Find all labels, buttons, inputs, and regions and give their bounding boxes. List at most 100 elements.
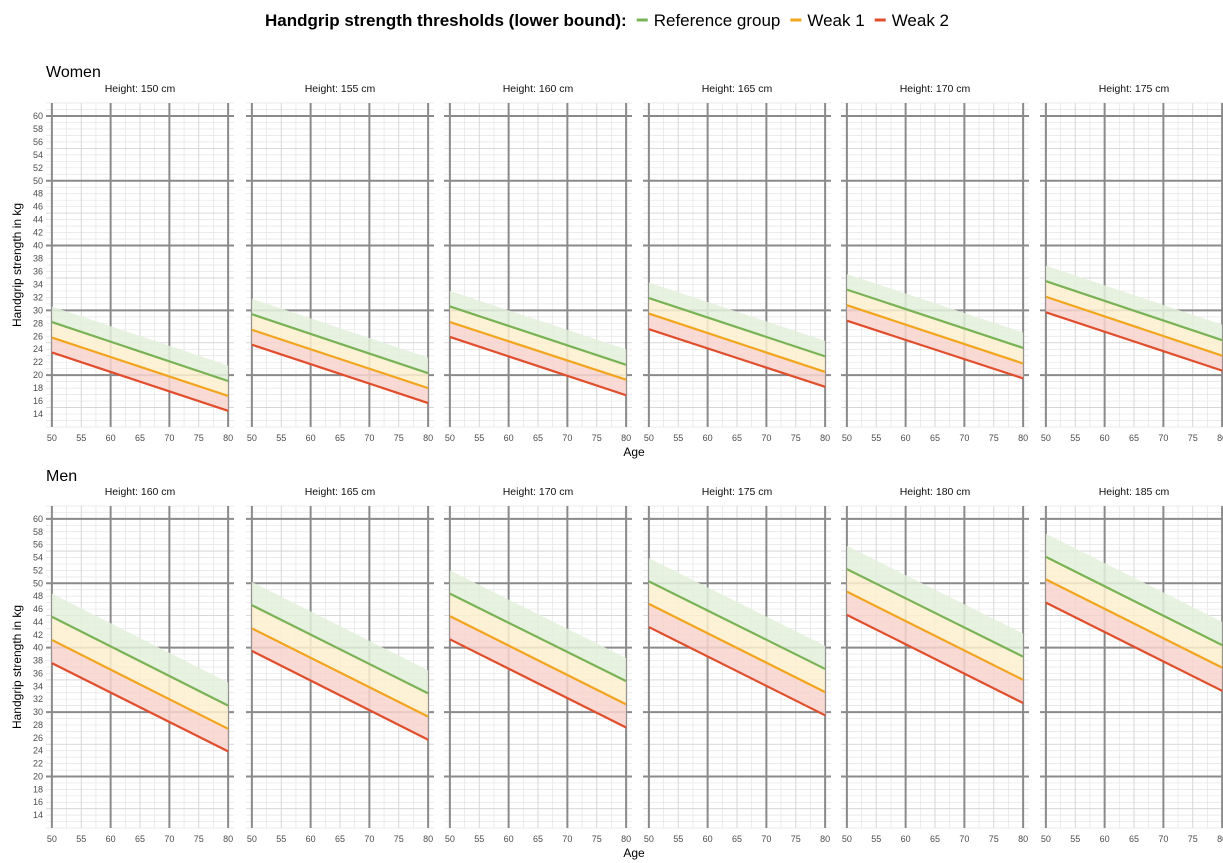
x-tick-label: 80 <box>621 834 631 844</box>
strip-background <box>643 80 831 96</box>
x-tick-label: 80 <box>1018 834 1028 844</box>
y-tick-label: 56 <box>33 540 43 550</box>
x-axis-title: Age <box>623 846 645 860</box>
weak-2-line <box>449 335 627 397</box>
x-tick-label: 75 <box>592 433 602 443</box>
weak-1-line <box>648 602 826 694</box>
x-tick-label: 50 <box>1041 834 1051 844</box>
y-axis-title: Handgrip strength in kg <box>10 203 24 327</box>
weak-1-line <box>251 627 429 718</box>
weak-2-line <box>51 662 229 753</box>
y-tick-label: 42 <box>33 228 43 238</box>
x-tick-label: 65 <box>135 834 145 844</box>
x-tick-label: 80 <box>621 433 631 443</box>
weak1-band <box>449 593 627 705</box>
x-tick-label: 60 <box>703 834 713 844</box>
x-tick-label: 75 <box>989 433 999 443</box>
legend-label-0: Reference group <box>654 11 781 30</box>
facet-row-women: Women Handgrip strength in kg Age 14 16 18 20 2… <box>10 64 1223 459</box>
x-tick-label: 75 <box>791 433 801 443</box>
y-tick-label: 18 <box>33 784 43 794</box>
x-tick-label: 70 <box>959 433 969 443</box>
reference-group-line <box>51 615 229 707</box>
y-tick-label: 58 <box>33 124 43 134</box>
weak-1-line <box>846 304 1024 365</box>
facet-row-men: Men Handgrip strength in kg Age 14 16 18 20 22 2… <box>10 468 1223 860</box>
weak-2-line <box>648 328 826 388</box>
x-tick-label: 60 <box>703 433 713 443</box>
y-tick-label: 60 <box>33 514 43 524</box>
y-tick-label: 24 <box>33 344 43 354</box>
weak-1-line <box>648 312 826 373</box>
y-tick-label: 58 <box>33 527 43 537</box>
x-tick-label: 75 <box>394 433 404 443</box>
y-tick-label: 26 <box>33 331 43 341</box>
y-tick-label: 14 <box>33 810 43 820</box>
x-tick-label: 50 <box>644 433 654 443</box>
y-tick-label: 38 <box>33 254 43 264</box>
weak-1-line <box>1045 295 1223 357</box>
panel-label: Height: 160 cm <box>503 83 574 95</box>
weak2-band <box>846 305 1024 379</box>
x-tick-label: 55 <box>871 433 881 443</box>
y-tick-label: 28 <box>33 720 43 730</box>
x-tick-label: 55 <box>276 834 286 844</box>
weak-1-line <box>51 336 229 397</box>
x-tick-label: 70 <box>562 834 572 844</box>
x-tick-label: 65 <box>732 433 742 443</box>
x-tick-label: 55 <box>76 834 86 844</box>
weak2-band <box>846 591 1024 704</box>
x-tick-label: 75 <box>1188 834 1198 844</box>
legend-label-1: Weak 1 <box>807 11 864 30</box>
weak1-band <box>251 605 429 717</box>
y-tick-label: 26 <box>33 733 43 743</box>
x-tick-label: 60 <box>306 433 316 443</box>
weak1-band <box>648 298 826 372</box>
weak2-band <box>251 329 429 404</box>
weak-2-line <box>251 343 429 405</box>
x-tick-label: 65 <box>930 433 940 443</box>
y-tick-label: 30 <box>33 305 43 315</box>
x-tick-label: 80 <box>223 433 233 443</box>
x-tick-label: 60 <box>901 433 911 443</box>
strip-background <box>46 80 234 96</box>
reference-group-line <box>51 320 229 383</box>
y-tick-label: 44 <box>33 215 43 225</box>
x-tick-label: 50 <box>445 834 455 844</box>
y-tick-label: 18 <box>33 383 43 393</box>
x-tick-label: 80 <box>820 433 830 443</box>
legend-title: Handgrip strength thresholds (lower boun… <box>265 11 627 30</box>
y-tick-label: 16 <box>33 797 43 807</box>
x-tick-label: 65 <box>533 834 543 844</box>
reference-band <box>251 581 429 694</box>
strip-background <box>1040 80 1223 96</box>
x-tick-label: 80 <box>223 834 233 844</box>
panel-label: Height: 180 cm <box>900 486 971 498</box>
reference-group-line <box>251 604 429 695</box>
x-tick-label: 80 <box>423 834 433 844</box>
x-tick-label: 50 <box>842 433 852 443</box>
weak2-band <box>51 639 229 752</box>
x-tick-label: 75 <box>592 834 602 844</box>
strip-background <box>444 483 632 499</box>
x-tick-label: 65 <box>533 433 543 443</box>
y-tick-label: 32 <box>33 292 43 302</box>
panel-label: Height: 170 cm <box>503 486 574 498</box>
weak2-band <box>51 337 229 411</box>
reference-band <box>449 290 627 365</box>
reference-band <box>51 593 229 706</box>
reference-group-line <box>449 592 627 683</box>
reference-group-line <box>449 305 627 366</box>
x-tick-label: 75 <box>194 834 204 844</box>
panel-label: Height: 170 cm <box>900 83 971 95</box>
x-tick-label: 55 <box>1070 433 1080 443</box>
x-tick-label: 70 <box>364 433 374 443</box>
panel-label: Height: 175 cm <box>1099 83 1170 95</box>
x-tick-label: 55 <box>673 834 683 844</box>
facet-panel: Height: 180 cm 50 55 60 65 70 75 80 <box>841 483 1029 844</box>
y-tick-label: 20 <box>33 370 43 380</box>
weak1-band <box>449 306 627 380</box>
panel-label: Height: 150 cm <box>105 83 176 95</box>
reference-band <box>1045 533 1223 646</box>
weak2-band <box>1045 579 1223 691</box>
